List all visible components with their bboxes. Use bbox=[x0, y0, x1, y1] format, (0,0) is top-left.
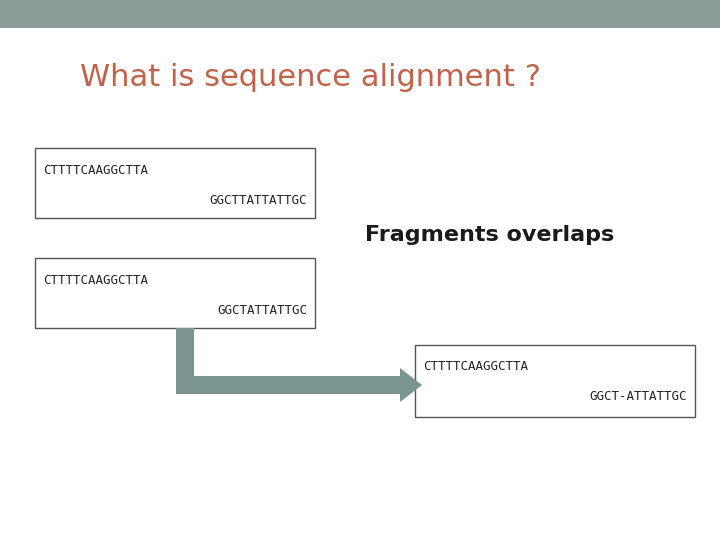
Bar bbox=[415, 345, 695, 417]
Text: CTTTTCAAGGCTTA: CTTTTCAAGGCTTA bbox=[43, 273, 148, 287]
Text: GGCTTATTATTGC: GGCTTATTATTGC bbox=[210, 193, 307, 206]
Text: Fragments overlaps: Fragments overlaps bbox=[365, 225, 615, 245]
Bar bbox=[176, 376, 400, 394]
Bar bbox=[35, 258, 315, 328]
Bar bbox=[0, 0, 720, 28]
Bar bbox=[176, 328, 194, 394]
Text: What is sequence alignment ?: What is sequence alignment ? bbox=[80, 64, 541, 92]
Bar bbox=[35, 148, 315, 218]
Text: GGCT-ATTATTGC: GGCT-ATTATTGC bbox=[590, 390, 687, 403]
Text: CTTTTCAAGGCTTA: CTTTTCAAGGCTTA bbox=[423, 361, 528, 374]
Text: CTTTTCAAGGCTTA: CTTTTCAAGGCTTA bbox=[43, 164, 148, 177]
Text: GGCTATTATTGC: GGCTATTATTGC bbox=[217, 303, 307, 316]
Polygon shape bbox=[400, 368, 422, 402]
